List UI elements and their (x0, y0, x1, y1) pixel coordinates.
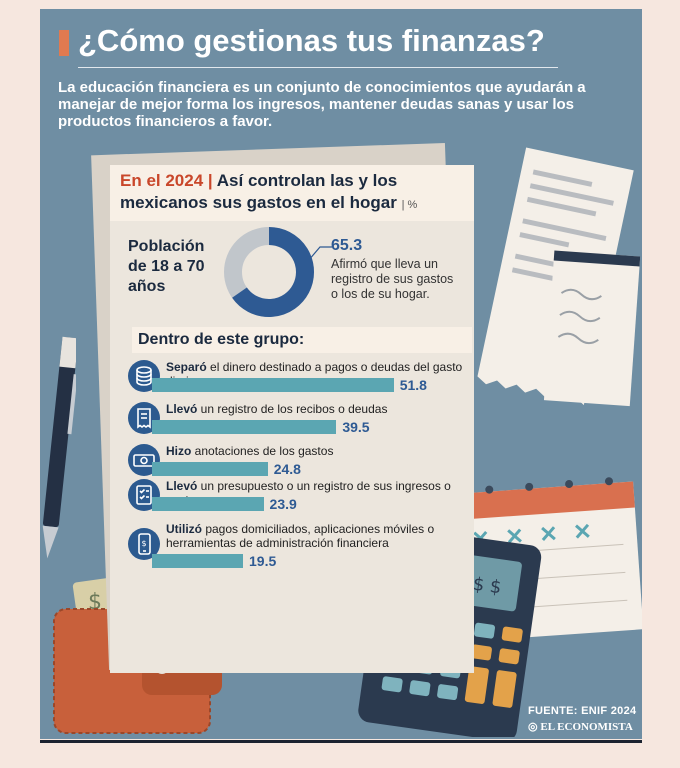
bar-label-bold: Llevó (166, 479, 198, 493)
page-title: ¿Cómo gestionas tus finanzas? (78, 23, 545, 58)
donut-description: Afirmó que lleva un registro de sus gast… (331, 257, 454, 301)
bar-label-bold: Utilizó (166, 522, 202, 536)
title-separator: | (207, 171, 213, 190)
publisher-logo: ◎ EL ECONOMISTA (528, 721, 633, 733)
calculator-display: $ $ (471, 574, 502, 599)
bar-value-label: 51.8 (399, 377, 427, 393)
bar-value-label: 39.5 (342, 419, 370, 435)
chart-card: En el 2024 | Así controlan las y los mex… (110, 165, 474, 673)
population-label: Población de 18 a 70 años (128, 238, 205, 295)
bar-value-label: 24.8 (273, 461, 301, 477)
bar-row: Hizo anotaciones de los gastos 24.8 (128, 444, 474, 484)
title-accent-bar (59, 30, 69, 56)
bar-mark (152, 420, 337, 434)
bar-label-bold: Llevó (166, 402, 198, 416)
card-title-line1: En el 2024 | Así controlan las y los (120, 171, 397, 191)
bottom-rule (40, 740, 642, 743)
bar-value-label: 23.9 (269, 496, 297, 512)
bar-label: Llevó un presupuesto o un registro de su… (166, 479, 466, 507)
svg-text:$: $ (88, 590, 102, 615)
donut-value-label: 65.3 (331, 237, 363, 254)
title-underline (78, 67, 558, 68)
bar-row: Llevó un presupuesto o un registro de su… (128, 479, 474, 519)
bar-row: Separó el dinero destinado a pagos o deu… (128, 360, 474, 400)
card-title-text: Así controlan las y los (216, 171, 398, 190)
bar-mark (152, 554, 243, 568)
year-label: En el 2024 (120, 171, 204, 190)
bar-label: Utilizó pagos domiciliados, aplicaciones… (166, 522, 466, 550)
donut-slice-registro (232, 227, 314, 317)
publisher-name: EL ECONOMISTA (540, 721, 633, 733)
pen-illustration (42, 336, 76, 559)
bar-value-label: 19.5 (249, 553, 277, 569)
card-title-line2: mexicanos sus gastos en el hogar | % (120, 193, 417, 213)
bar-mark (152, 497, 264, 511)
unit-label: | % (401, 199, 418, 211)
receipts-illustration (477, 147, 641, 407)
bar-mark (152, 378, 394, 392)
bar-label-rest: un registro de los recibos o deudas (197, 402, 388, 416)
infographic-panel: ¿Cómo gestionas tus finanzas? La educaci… (40, 9, 642, 739)
svg-text:$: $ (142, 539, 147, 548)
bar-mark (152, 462, 268, 476)
bar-row: $ Utilizó pagos domiciliados, aplicacione… (128, 522, 474, 569)
bar-label-rest: anotaciones de los gastos (191, 444, 334, 458)
donut-callout-line (307, 246, 332, 262)
bar-label-bold: Separó (166, 360, 207, 374)
donut-chart (224, 227, 314, 317)
phone-payment-icon: $ (128, 528, 160, 560)
card-title-text-2: mexicanos sus gastos en el hogar (120, 193, 397, 212)
bar-label: Llevó un registro de los recibos o deuda… (166, 402, 466, 416)
bar-row: Llevó un registro de los recibos o deuda… (128, 402, 474, 442)
intro-text: La educación financiera es un conjunto d… (58, 79, 586, 130)
source-label: FUENTE: ENIF 2024 (528, 705, 637, 717)
card-header: En el 2024 | Así controlan las y los mex… (110, 165, 474, 221)
bar-label-rest: pagos domiciliados, aplicaciones móviles… (166, 522, 435, 550)
bar-label-bold: Hizo (166, 444, 192, 458)
group-title: Dentro de este grupo: (132, 327, 472, 353)
bar-label: Hizo anotaciones de los gastos (166, 444, 466, 458)
